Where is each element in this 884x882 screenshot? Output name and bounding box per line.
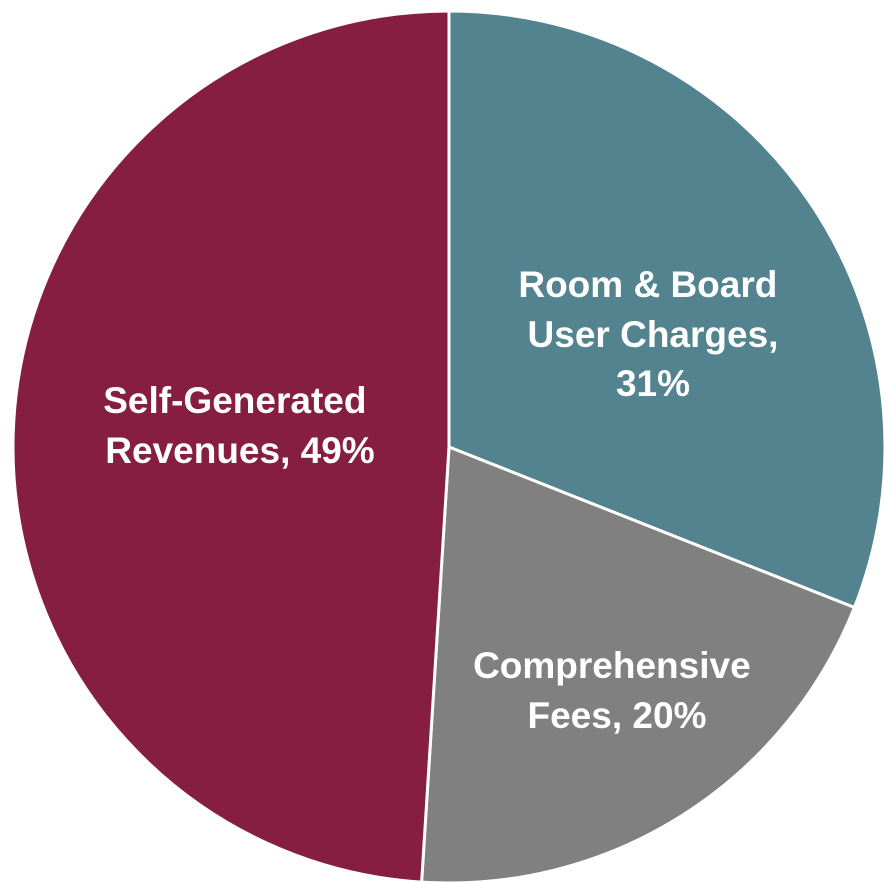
slice-label-name: Self-Generated Revenues bbox=[103, 380, 376, 471]
slice-label-name: Comprehensive Fees bbox=[473, 645, 761, 736]
slice-label-name: Room & Board User Charges bbox=[518, 264, 787, 355]
slice-label-line: Revenues bbox=[105, 430, 280, 471]
slice-label-line: Comprehensive bbox=[473, 645, 761, 686]
slice-label-separator: , bbox=[280, 430, 290, 471]
slice-label-separator: , bbox=[768, 314, 778, 355]
pie-slice bbox=[447, 9, 884, 610]
slice-label-value: 31% bbox=[616, 363, 690, 404]
pie-slice bbox=[11, 9, 451, 882]
slice-label-value: 49% bbox=[301, 430, 375, 471]
slice-label-value: 20% bbox=[632, 695, 706, 736]
pie-slice bbox=[420, 444, 857, 882]
slice-label-line: Self-Generated bbox=[103, 380, 376, 421]
slice-label-line: Fees bbox=[528, 695, 612, 736]
slice-label-line: Room & Board bbox=[518, 264, 787, 305]
slice-label-line: User Charges bbox=[528, 314, 769, 355]
slice-label-separator: , bbox=[612, 695, 622, 736]
